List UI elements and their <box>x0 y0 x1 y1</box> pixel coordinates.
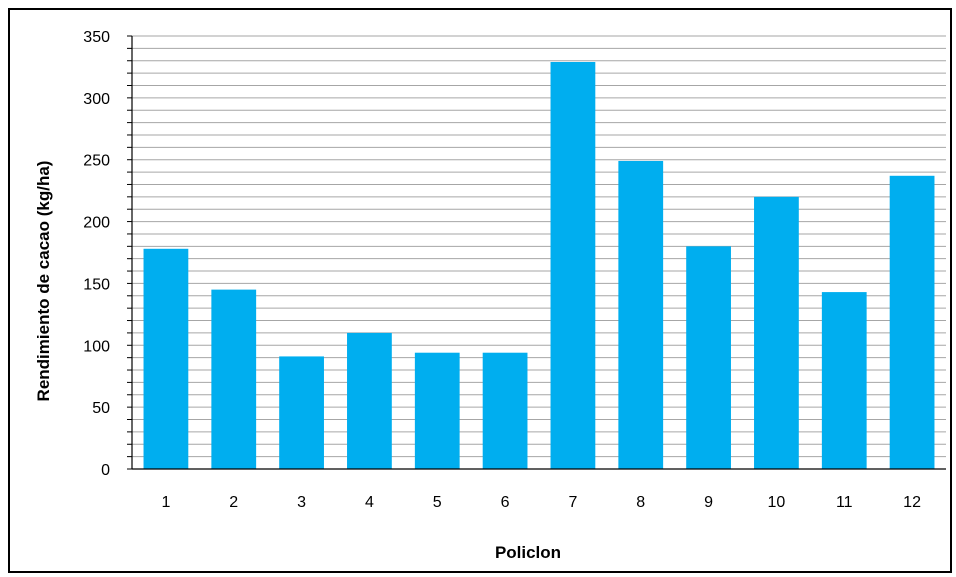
x-tick-label: 4 <box>365 494 374 511</box>
y-tick-label: 300 <box>83 91 110 108</box>
bar-10 <box>754 196 799 470</box>
x-tick-label: 7 <box>568 494 577 511</box>
chart-frame: 0 50 100 150 200 250 300 350 1 2 3 4 5 6 7 8 9 10 11 12 Po… <box>8 8 952 573</box>
bar-9 <box>686 246 731 469</box>
bar-2 <box>211 289 257 469</box>
x-tick-label: 6 <box>501 494 510 511</box>
axes <box>127 35 946 470</box>
bar-8 <box>618 160 664 470</box>
bars <box>143 61 935 470</box>
x-tick-label: 8 <box>636 494 645 511</box>
x-tick-label: 12 <box>903 494 921 511</box>
x-tick-label: 5 <box>433 494 442 511</box>
y-tick-labels: 0 50 100 150 200 250 300 350 <box>83 29 110 479</box>
y-tick-label: 200 <box>83 215 110 232</box>
y-tick-label: 100 <box>83 338 110 355</box>
bar-4 <box>347 332 392 469</box>
y-tick-label: 150 <box>83 276 110 293</box>
bar-1 <box>143 248 189 469</box>
bar-11 <box>821 292 867 469</box>
y-axis-title: Rendimiento de cacao (kg/ha) <box>34 161 53 402</box>
y-tick-label: 0 <box>101 462 110 479</box>
x-tick-label: 11 <box>836 494 853 511</box>
bar-6 <box>482 352 528 469</box>
gridlines <box>132 35 946 458</box>
bar-5 <box>414 352 460 469</box>
bar-7 <box>550 61 596 469</box>
x-tick-label: 1 <box>161 494 170 511</box>
y-tick-label: 350 <box>83 29 110 46</box>
bar-3 <box>279 356 324 469</box>
x-tick-labels: 1 2 3 4 5 6 7 8 9 10 11 12 <box>161 494 921 511</box>
x-tick-label: 2 <box>229 494 238 511</box>
y-tick-label: 50 <box>92 400 110 417</box>
x-tick-label: 3 <box>297 494 306 511</box>
bar-12 <box>889 175 935 469</box>
x-tick-label: 10 <box>768 494 786 511</box>
x-axis-title: Policlon <box>495 543 561 562</box>
x-tick-label: 9 <box>704 494 713 511</box>
y-tick-label: 250 <box>83 153 110 170</box>
